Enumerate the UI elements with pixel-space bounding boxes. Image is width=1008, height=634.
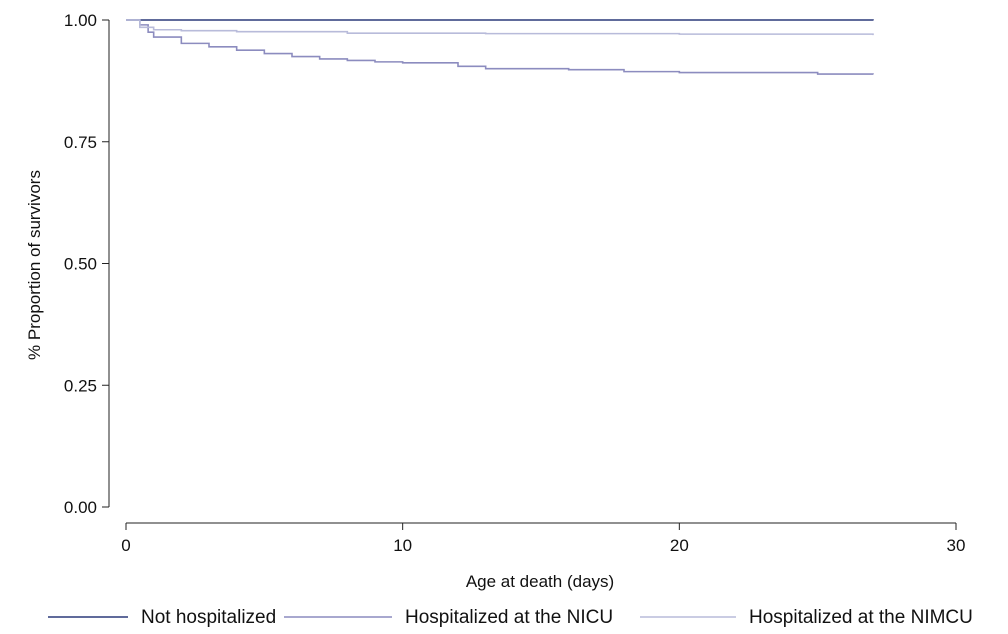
x-tick-label: 10	[393, 536, 412, 555]
y-tick-label: 0.25	[64, 376, 97, 395]
plot-lines	[126, 19, 874, 75]
series-line-3	[126, 19, 874, 36]
y-tick-label: 1.00	[64, 11, 97, 30]
x-axis: 0 10 20 30	[121, 522, 966, 555]
y-tick-label: 0.75	[64, 133, 97, 152]
x-tick-label: 20	[670, 536, 689, 555]
y-axis: 0.00 0.25 0.50 0.75 1.00	[64, 11, 110, 517]
legend-label: Hospitalized at the NIMCU	[749, 607, 973, 628]
x-tick-label: 30	[947, 536, 966, 555]
y-tick-label: 0.00	[64, 498, 97, 517]
y-axis-title: % Proportion of survivors	[25, 170, 44, 360]
legend: Not hospitalized Hospitalized at the NICU…	[48, 607, 973, 628]
legend-label: Hospitalized at the NICU	[405, 607, 613, 628]
x-axis-title: Age at death (days)	[466, 572, 614, 591]
x-tick-label: 0	[121, 536, 130, 555]
series-line-2	[126, 19, 874, 75]
legend-label: Not hospitalized	[141, 607, 276, 628]
y-tick-label: 0.50	[64, 255, 97, 274]
